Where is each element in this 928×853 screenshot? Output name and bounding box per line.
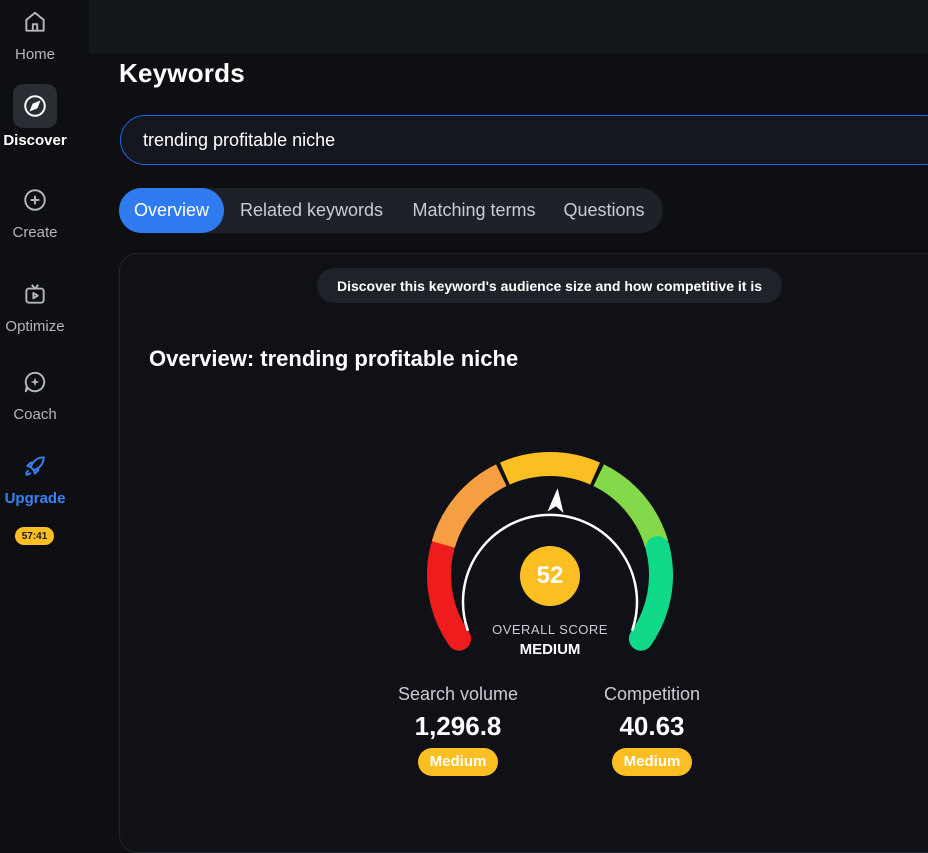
sidebar-item-label: Optimize: [5, 318, 65, 335]
metric-badge: Medium: [417, 748, 499, 776]
info-pill: Discover this keyword's audience size an…: [317, 268, 782, 303]
tab-matching-terms[interactable]: Matching terms: [412, 200, 536, 220]
timer-badge: 57:41: [15, 527, 54, 545]
sidebar-item-label: Create: [12, 224, 58, 241]
sidebar-item-upgrade[interactable]: Upgrade: [0, 446, 70, 507]
competition-metric: Competition 40.63 Medium: [562, 684, 742, 776]
sidebar-item-coach[interactable]: Coach: [0, 362, 70, 423]
gauge-needle: [547, 488, 564, 513]
video-tv-icon: [15, 274, 55, 314]
tab-questions[interactable]: Questions: [563, 200, 645, 220]
sidebar-item-label: Coach: [13, 406, 57, 423]
sidebar-item-label: Upgrade: [4, 490, 66, 507]
sidebar-item-discover[interactable]: Discover: [0, 84, 70, 149]
gauge-segment: [427, 536, 472, 651]
metric-label: Competition: [603, 684, 701, 704]
gauge-inner-arc: [461, 513, 639, 632]
metric-value: 1,296.8: [414, 711, 502, 741]
gauge-segment: [628, 536, 673, 651]
tab-overview[interactable]: Overview: [119, 188, 224, 233]
gauge-segment: [500, 452, 600, 485]
sidebar: Home Discover Create Optimize: [0, 0, 70, 812]
score-value: 52: [520, 546, 580, 606]
top-bar: [89, 0, 928, 53]
gauge-segment: [431, 464, 507, 549]
sidebar-item-home[interactable]: Home: [0, 2, 70, 63]
overview-title: Overview: trending profitable niche: [149, 346, 519, 371]
tab-bar: Overview Related keywords Matching terms…: [119, 188, 663, 233]
metric-label: Search volume: [397, 684, 519, 704]
rocket-icon: [15, 446, 55, 486]
overview-panel: [119, 253, 928, 853]
sidebar-item-optimize[interactable]: Optimize: [0, 274, 70, 335]
compass-icon: [13, 84, 57, 128]
tab-related-keywords[interactable]: Related keywords: [239, 200, 384, 220]
plus-circle-icon: [15, 180, 55, 220]
score-level: MEDIUM: [519, 641, 581, 658]
score-gauge: [427, 452, 673, 651]
search-input[interactable]: [141, 116, 905, 165]
metric-value: 40.63: [619, 711, 685, 741]
sidebar-item-label: Home: [14, 46, 55, 63]
search-volume-metric: Search volume 1,296.8 Medium: [368, 684, 548, 776]
sidebar-item-label: Discover: [3, 132, 67, 149]
metric-badge: Medium: [611, 748, 693, 776]
search-box[interactable]: [120, 115, 928, 165]
home-icon: [15, 2, 55, 42]
page-title: Keywords: [119, 58, 245, 88]
gauge-segment: [593, 464, 669, 549]
chat-sparkle-icon: [15, 362, 55, 402]
score-label: OVERALL SCORE: [492, 622, 608, 637]
sidebar-item-create[interactable]: Create: [0, 180, 70, 241]
